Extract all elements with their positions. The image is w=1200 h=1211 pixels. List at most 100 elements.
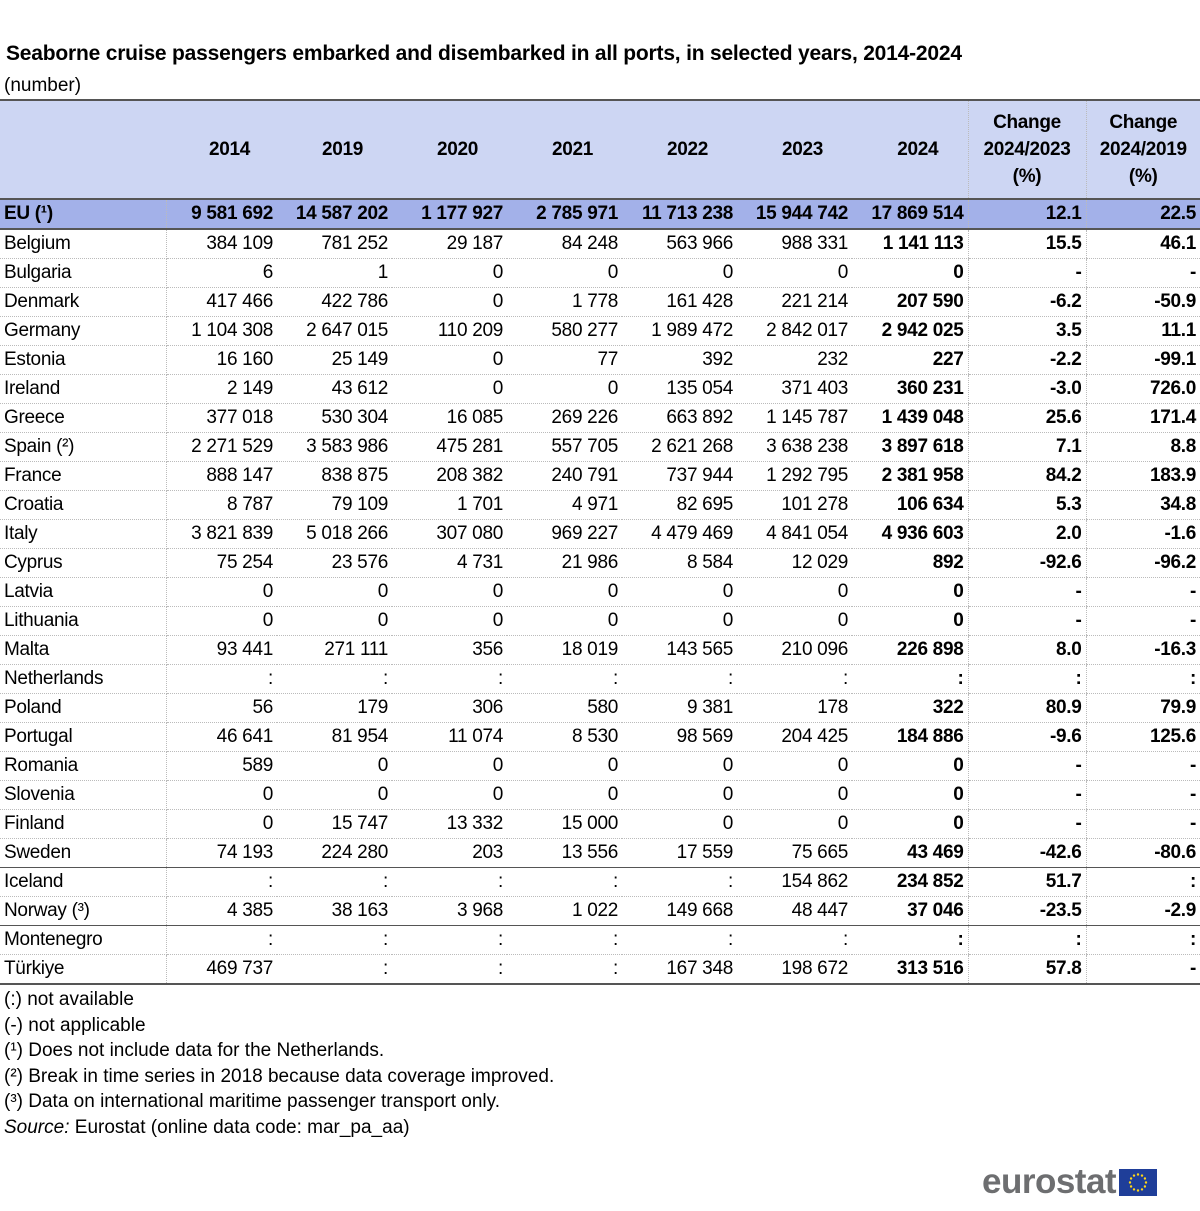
source-label: Source: bbox=[4, 1116, 70, 1138]
table-cell: 0 bbox=[507, 258, 622, 288]
table-cell: 0 bbox=[277, 780, 392, 810]
flag-star bbox=[1128, 1180, 1132, 1184]
table-cell: 25.6 bbox=[967, 403, 1086, 433]
table-cell: 161 428 bbox=[622, 287, 737, 317]
row-label: Croatia bbox=[0, 490, 167, 520]
table-cell: 171.4 bbox=[1085, 403, 1200, 433]
table-cell: : bbox=[507, 925, 622, 955]
table-cell: -23.5 bbox=[967, 896, 1086, 926]
table-cell: 307 080 bbox=[392, 519, 507, 549]
table-row: Netherlands::::::::: bbox=[0, 664, 1200, 694]
table-cell: 4 841 054 bbox=[737, 519, 852, 549]
table-cell: 84 248 bbox=[507, 229, 622, 259]
table-cell: 1 141 113 bbox=[852, 229, 968, 259]
table-cell: 0 bbox=[622, 258, 737, 288]
table-row: Sweden 74 193 224 280 203 13 556 17 559 75 665… bbox=[0, 838, 1200, 868]
table-cell: 4 971 bbox=[507, 490, 622, 520]
table-cell: 0 bbox=[737, 258, 852, 288]
table-cell: 0 bbox=[507, 577, 622, 607]
table-cell: : bbox=[737, 664, 852, 694]
table-cell: : bbox=[967, 664, 1086, 694]
table-cell: 11 074 bbox=[392, 722, 507, 752]
flag-star bbox=[1136, 1188, 1140, 1192]
table-cell: 888 147 bbox=[166, 461, 277, 491]
flag-star bbox=[1136, 1172, 1140, 1176]
table-cell: -2.2 bbox=[967, 345, 1086, 375]
table-cell: 1 022 bbox=[507, 896, 622, 926]
column-header-text: (%) bbox=[1012, 166, 1042, 187]
table-cell: 2 621 268 bbox=[622, 432, 737, 462]
table-cell: 25 149 bbox=[277, 345, 392, 375]
table-cell: : bbox=[507, 867, 622, 897]
table-cell: 7.1 bbox=[967, 432, 1086, 462]
table-row: Greece 377 018 530 304 16 085 269 226 663 892… bbox=[0, 403, 1200, 433]
source-text: Eurostat (online data code: mar_pa_aa) bbox=[74, 1116, 410, 1138]
table-cell: 1 778 bbox=[507, 287, 622, 317]
table-title: Seaborne cruise passengers embarked and … bbox=[6, 42, 962, 65]
table-cell: 154 862 bbox=[737, 867, 852, 897]
column-header: 2023 bbox=[737, 100, 852, 199]
flag-star bbox=[1129, 1184, 1133, 1188]
row-label: Romania bbox=[0, 751, 167, 781]
table-cell: -96.2 bbox=[1085, 548, 1200, 578]
table-cell: 1 177 927 bbox=[392, 199, 507, 230]
row-label: EU (¹) bbox=[0, 199, 167, 230]
table-cell: - bbox=[1085, 780, 1200, 810]
table-cell: 232 bbox=[737, 345, 852, 375]
table-cell: 18 019 bbox=[507, 635, 622, 665]
table-cell: - bbox=[967, 780, 1086, 810]
table-cell: 0 bbox=[507, 751, 622, 781]
table-cell: -1.6 bbox=[1085, 519, 1200, 549]
table-cell: -9.6 bbox=[967, 722, 1086, 752]
table-cell: - bbox=[967, 258, 1086, 288]
table-cell: 125.6 bbox=[1085, 722, 1200, 752]
table-cell: : bbox=[622, 664, 737, 694]
table-cell: 2 381 958 bbox=[852, 461, 968, 491]
table-cell: 892 bbox=[852, 548, 968, 578]
row-label: Sweden bbox=[0, 838, 167, 868]
table-cell: 3 638 238 bbox=[737, 432, 852, 462]
table-cell: 46.1 bbox=[1085, 229, 1200, 259]
table-cell: 8 787 bbox=[166, 490, 277, 520]
table-cell: : bbox=[277, 867, 392, 897]
table-cell: 988 331 bbox=[737, 229, 852, 259]
eu-flag-icon bbox=[1119, 1168, 1158, 1196]
table-cell: 0 bbox=[166, 809, 277, 839]
table-cell: 2 271 529 bbox=[166, 432, 277, 462]
table-cell: 0 bbox=[852, 751, 968, 781]
table-cell: 77 bbox=[507, 345, 622, 375]
table-cell: 0 bbox=[737, 809, 852, 839]
table-cell: 0 bbox=[737, 780, 852, 810]
row-label: Malta bbox=[0, 635, 167, 665]
table-cell: : bbox=[277, 954, 392, 985]
table-cell: 0 bbox=[392, 577, 507, 607]
table-cell: 11 713 238 bbox=[622, 199, 737, 230]
table-cell: 2 149 bbox=[166, 374, 277, 404]
table-cell: 179 bbox=[277, 693, 392, 723]
footnote: (³) Data on international maritime passe… bbox=[4, 1091, 500, 1113]
table-cell: 0 bbox=[392, 287, 507, 317]
table-cell: 101 278 bbox=[737, 490, 852, 520]
table-cell: 221 214 bbox=[737, 287, 852, 317]
table-cell: 149 668 bbox=[622, 896, 737, 926]
row-label: Greece bbox=[0, 403, 167, 433]
table-row: Croatia 8 787 79 109 1 701 4 971 82 695 101 27… bbox=[0, 490, 1200, 520]
table-cell: 29 187 bbox=[392, 229, 507, 259]
table-cell: 110 209 bbox=[392, 316, 507, 346]
table-cell: 0 bbox=[622, 780, 737, 810]
table-cell: : bbox=[507, 664, 622, 694]
table-cell: 208 382 bbox=[392, 461, 507, 491]
table-cell: 135 054 bbox=[622, 374, 737, 404]
table-cell: 23 576 bbox=[277, 548, 392, 578]
row-label: Montenegro bbox=[0, 925, 167, 955]
table-cell: : bbox=[622, 867, 737, 897]
table-cell: 240 791 bbox=[507, 461, 622, 491]
row-label: Türkiye bbox=[0, 954, 167, 985]
flag-star bbox=[1132, 1173, 1136, 1177]
table-cell: 0 bbox=[277, 606, 392, 636]
row-label: Iceland bbox=[0, 867, 167, 897]
column-header-text: (%) bbox=[1128, 166, 1158, 187]
table-cell: 93 441 bbox=[166, 635, 277, 665]
table-cell: 781 252 bbox=[277, 229, 392, 259]
table-cell: 17 559 bbox=[622, 838, 737, 868]
